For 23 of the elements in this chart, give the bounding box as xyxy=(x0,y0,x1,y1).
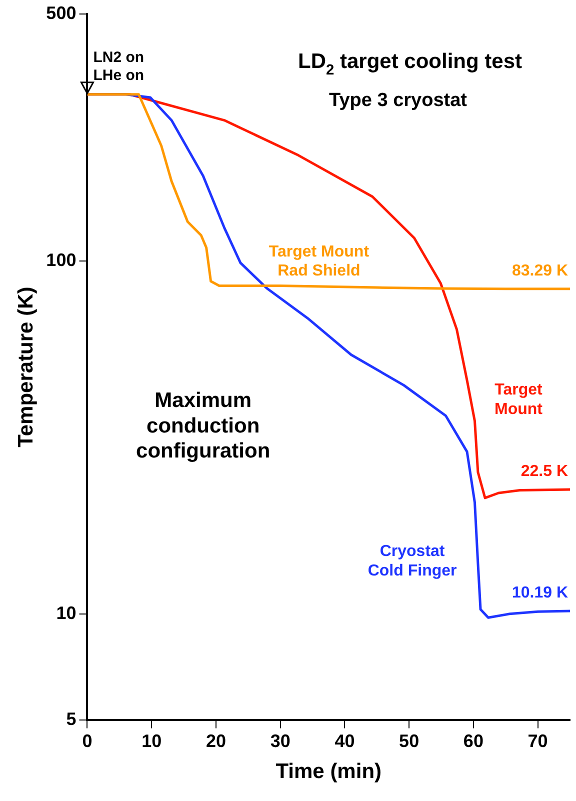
x-tick-label: 70 xyxy=(528,730,548,751)
series-label: Target Mount Rad Shield xyxy=(268,243,370,280)
x-tick-label: 40 xyxy=(334,730,355,751)
x-axis-title: Time (min) xyxy=(276,760,382,784)
x-tick-label: 60 xyxy=(463,730,484,751)
x-tick-label: 10 xyxy=(142,730,162,751)
data-label: 10.19 K xyxy=(512,584,568,602)
y-tick-label: 500 xyxy=(46,2,76,23)
y-axis-title: Temperature (K) xyxy=(14,286,38,448)
y-tick-label: 10 xyxy=(56,602,76,623)
series-label: Cryostat Cold Finger xyxy=(368,543,457,580)
annotation: LN2 on LHe on xyxy=(93,49,144,84)
annotation: Maximum conduction configuration xyxy=(136,389,270,463)
x-tick-label: 50 xyxy=(399,730,420,751)
x-tick-label: 20 xyxy=(206,730,226,751)
data-label: 22.5 K xyxy=(520,462,568,480)
series-label: Target Mount xyxy=(494,382,544,418)
text: Type 3 cryostat xyxy=(329,90,468,111)
x-tick-label: 0 xyxy=(82,730,92,751)
y-tick-label: 5 xyxy=(66,709,76,730)
y-tick-label: 100 xyxy=(46,250,76,270)
x-tick-label: 30 xyxy=(270,730,290,751)
data-label: 83.29 K xyxy=(512,262,568,280)
